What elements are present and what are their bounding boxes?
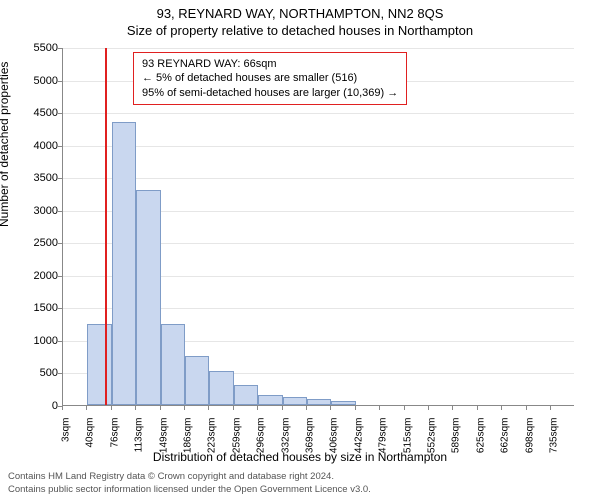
x-tick-mark <box>233 406 234 410</box>
x-tick-mark <box>184 406 185 410</box>
x-tick-mark <box>86 406 87 410</box>
x-tick-mark <box>477 406 478 410</box>
x-tick-label: 552sqm <box>427 418 438 478</box>
x-tick-label: 259sqm <box>231 418 242 478</box>
x-tick-mark <box>428 406 429 410</box>
histogram-bar <box>136 190 160 405</box>
annotation-box: 93 REYNARD WAY: 66sqm← 5% of detached ho… <box>133 52 407 105</box>
x-tick-mark <box>526 406 527 410</box>
x-tick-mark <box>550 406 551 410</box>
x-tick-mark <box>208 406 209 410</box>
x-tick-mark <box>330 406 331 410</box>
x-tick-mark <box>452 406 453 410</box>
x-tick-label: 406sqm <box>329 418 340 478</box>
footer-line2: Contains public sector information licen… <box>8 484 371 496</box>
annotation-line: 95% of semi-detached houses are larger (… <box>142 86 398 100</box>
x-tick-mark <box>501 406 502 410</box>
x-tick-label: 296sqm <box>256 418 267 478</box>
x-tick-mark <box>306 406 307 410</box>
annotation-line: ← 5% of detached houses are smaller (516… <box>142 71 398 85</box>
x-tick-label: 662sqm <box>500 418 511 478</box>
x-tick-mark <box>355 406 356 410</box>
y-tick-mark <box>58 211 62 212</box>
y-axis-label: Number of detached properties <box>0 62 11 227</box>
x-tick-label: 332sqm <box>280 418 291 478</box>
y-tick-label: 2000 <box>18 270 58 282</box>
chart-plot-area: 93 REYNARD WAY: 66sqm← 5% of detached ho… <box>62 48 574 406</box>
y-tick-label: 3500 <box>18 172 58 184</box>
y-tick-label: 2500 <box>18 237 58 249</box>
x-tick-mark <box>282 406 283 410</box>
y-tick-mark <box>58 113 62 114</box>
x-tick-mark <box>160 406 161 410</box>
gridline <box>63 146 574 147</box>
histogram-bar <box>87 324 111 405</box>
annotation-line: 93 REYNARD WAY: 66sqm <box>142 57 398 71</box>
gridline <box>63 48 574 49</box>
chart-title-line1: 93, REYNARD WAY, NORTHAMPTON, NN2 8QS <box>0 0 600 21</box>
histogram-bar <box>258 395 282 405</box>
y-tick-label: 1000 <box>18 335 58 347</box>
x-tick-label: 479sqm <box>378 418 389 478</box>
gridline <box>63 113 574 114</box>
y-tick-label: 3000 <box>18 205 58 217</box>
y-tick-label: 4500 <box>18 107 58 119</box>
y-tick-mark <box>58 178 62 179</box>
histogram-bar <box>307 399 331 405</box>
x-tick-label: 589sqm <box>451 418 462 478</box>
y-tick-label: 1500 <box>18 302 58 314</box>
x-tick-label: 3sqm <box>61 418 72 478</box>
histogram-bar <box>283 397 307 405</box>
x-tick-mark <box>62 406 63 410</box>
x-tick-label: 40sqm <box>85 418 96 478</box>
histogram-bar <box>161 324 185 405</box>
gridline <box>63 178 574 179</box>
y-tick-label: 0 <box>18 400 58 412</box>
x-tick-label: 113sqm <box>134 418 145 478</box>
y-tick-mark <box>58 341 62 342</box>
histogram-bar <box>234 385 258 405</box>
x-tick-label: 515sqm <box>402 418 413 478</box>
x-tick-mark <box>111 406 112 410</box>
x-tick-label: 186sqm <box>183 418 194 478</box>
y-tick-label: 4000 <box>18 140 58 152</box>
y-tick-mark <box>58 243 62 244</box>
y-tick-mark <box>58 81 62 82</box>
histogram-bar <box>331 401 355 405</box>
y-tick-mark <box>58 373 62 374</box>
x-tick-label: 735sqm <box>549 418 560 478</box>
x-tick-label: 625sqm <box>475 418 486 478</box>
histogram-bar <box>185 356 209 405</box>
x-tick-mark <box>135 406 136 410</box>
y-tick-label: 5500 <box>18 42 58 54</box>
y-tick-label: 500 <box>18 367 58 379</box>
y-tick-label: 5000 <box>18 75 58 87</box>
x-tick-label: 149sqm <box>158 418 169 478</box>
histogram-bar <box>112 122 136 405</box>
x-tick-label: 442sqm <box>353 418 364 478</box>
y-tick-mark <box>58 146 62 147</box>
reference-line <box>105 48 107 405</box>
histogram-bar <box>209 371 233 405</box>
x-tick-label: 369sqm <box>305 418 316 478</box>
x-tick-label: 76sqm <box>109 418 120 478</box>
x-tick-label: 698sqm <box>524 418 535 478</box>
y-tick-mark <box>58 308 62 309</box>
y-tick-mark <box>58 48 62 49</box>
chart-title-line2: Size of property relative to detached ho… <box>0 21 600 38</box>
x-tick-mark <box>379 406 380 410</box>
x-tick-label: 223sqm <box>207 418 218 478</box>
x-tick-mark <box>404 406 405 410</box>
x-tick-mark <box>257 406 258 410</box>
y-tick-mark <box>58 276 62 277</box>
